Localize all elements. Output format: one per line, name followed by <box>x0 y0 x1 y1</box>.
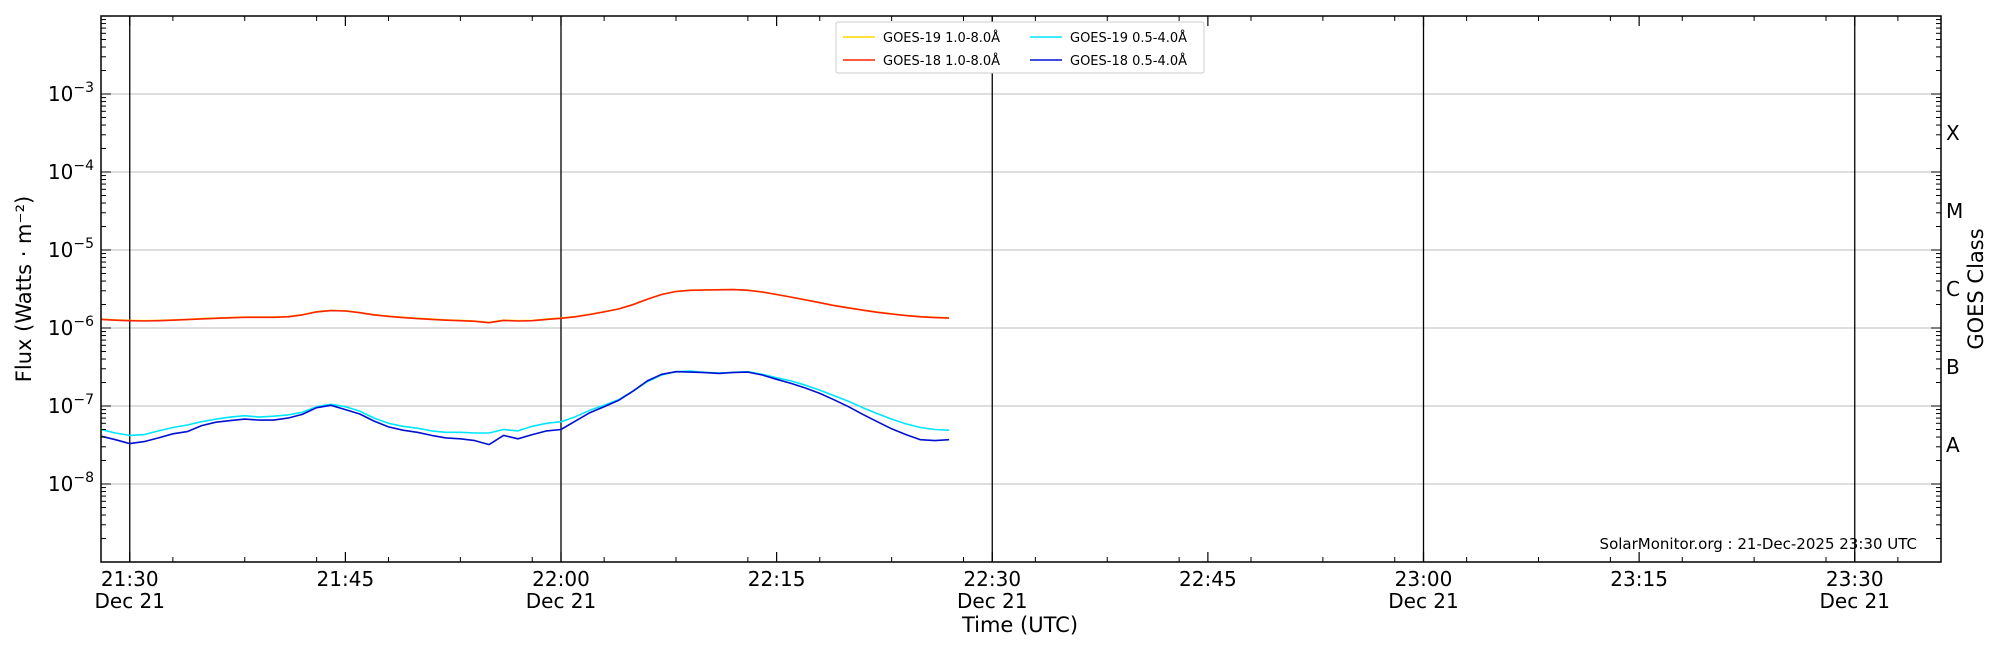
vertical-lines-layer <box>129 16 1856 562</box>
plot-background <box>101 16 1941 562</box>
x-axis-title: Time (UTC) <box>961 613 1078 637</box>
goes-class-label: B <box>1946 355 1960 379</box>
goes-class-label: C <box>1946 277 1960 301</box>
grid-layer <box>101 93 1941 485</box>
y-axis-right-title: GOES Class <box>1964 228 1988 349</box>
x-tick-label: 21:30 <box>101 567 159 591</box>
series-line <box>100 288 950 324</box>
y-tick-label: 10−7 <box>48 392 94 418</box>
y-tick-label: 10−8 <box>48 470 94 496</box>
x-tick-label: 22:15 <box>748 567 806 591</box>
x-tick-date-label: Dec 21 <box>1388 589 1459 613</box>
x-tick-label: 22:00 <box>532 567 590 591</box>
y-tick-label: 10−4 <box>48 158 94 184</box>
goes-class-label: A <box>1946 433 1960 457</box>
x-tick-label: 21:45 <box>317 567 375 591</box>
y-axis-title: Flux (Watts · m⁻²) <box>12 196 36 382</box>
goes-class-label: X <box>1946 121 1960 145</box>
y-tick-label: 10−6 <box>48 314 94 340</box>
x-tick-date-label: Dec 21 <box>94 589 165 613</box>
legend-label: GOES-19 0.5-4.0Å <box>1070 30 1187 46</box>
y-tick-label: 10−5 <box>48 236 94 262</box>
plot-frame <box>100 15 1942 563</box>
watermark: SolarMonitor.org : 21-Dec-2025 23:30 UTC <box>1600 535 1917 553</box>
legend-box <box>835 21 1205 74</box>
series-line <box>100 370 950 446</box>
legend-label: GOES-19 1.0-8.0Å <box>883 30 1000 46</box>
x-tick-date-label: Dec 21 <box>526 589 597 613</box>
goes-class-label: M <box>1946 199 1963 223</box>
x-tick-label: 22:30 <box>963 567 1021 591</box>
legend-items: GOES-19 1.0-8.0Å GOES-18 1.0-8.0Å GOES-19 … <box>843 30 1187 69</box>
legend: GOES-19 1.0-8.0Å GOES-18 1.0-8.0Å GOES-19 … <box>835 21 1205 74</box>
x-tick-date-label: Dec 21 <box>957 589 1028 613</box>
x-tick-date-label: Dec 21 <box>1819 589 1890 613</box>
y-tick-label: 10−3 <box>48 80 94 106</box>
x-tick-label: 23:30 <box>1826 567 1884 591</box>
legend-label: GOES-18 0.5-4.0Å <box>1070 53 1187 69</box>
legend-label: GOES-18 1.0-8.0Å <box>883 53 1000 69</box>
tick-layer <box>100 16 1941 562</box>
series-line <box>100 370 950 437</box>
x-tick-label: 23:00 <box>1395 567 1453 591</box>
series-layer <box>100 288 950 446</box>
x-tick-label: 22:45 <box>1179 567 1237 591</box>
x-tick-label: 23:15 <box>1610 567 1668 591</box>
